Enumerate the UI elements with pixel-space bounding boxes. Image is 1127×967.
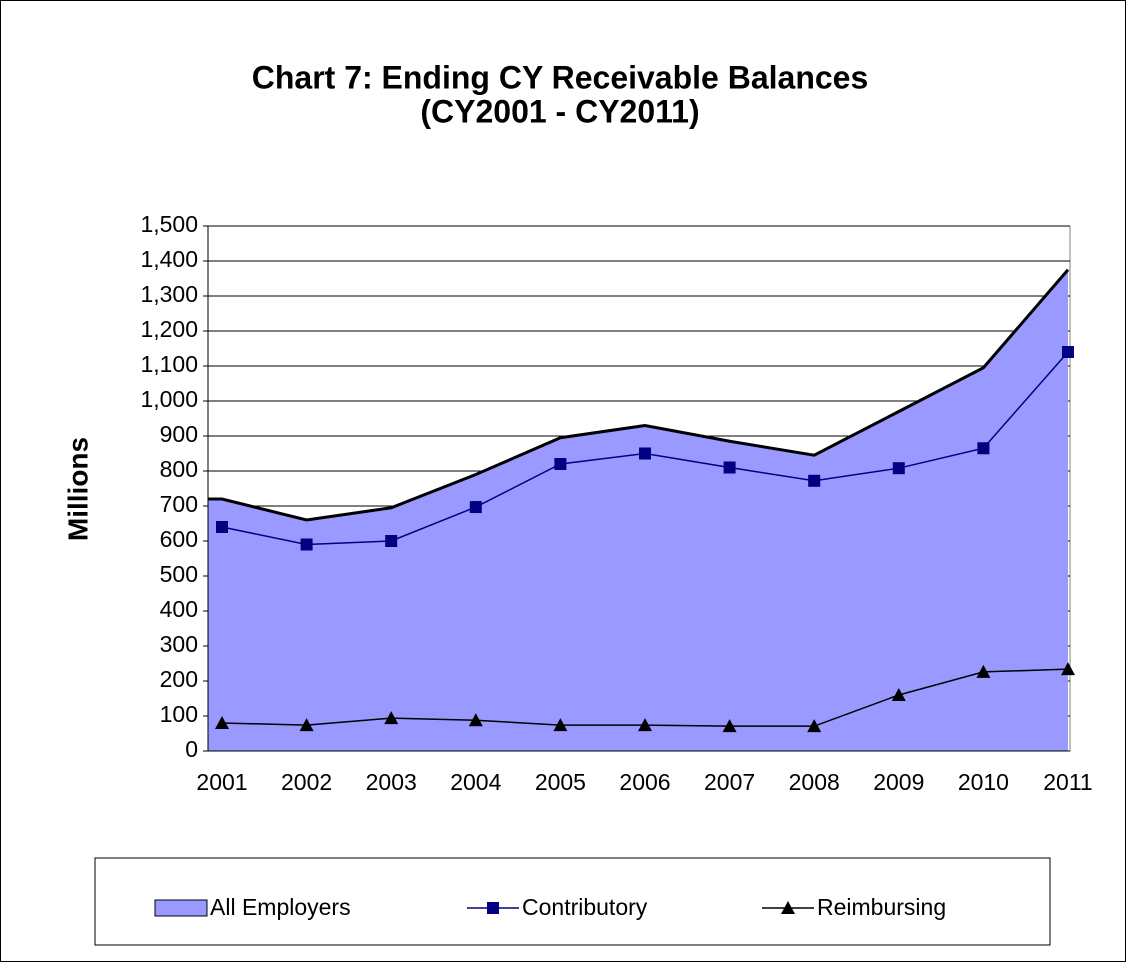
marker [553, 718, 568, 732]
x-tick-label: 2011 [1043, 769, 1092, 795]
chart-title: Chart 7: Ending CY Receivable Balances [252, 59, 869, 95]
marker [977, 442, 990, 455]
marker [385, 535, 398, 547]
legend-label: All Employers [210, 894, 351, 920]
marker [722, 719, 737, 733]
area [208, 269, 1068, 751]
marker [468, 713, 483, 727]
marker [299, 718, 314, 732]
legend-swatch [154, 899, 208, 917]
marker [554, 458, 567, 470]
marker [808, 474, 821, 487]
x-tick-label: 2004 [450, 769, 501, 795]
y-tick-label: 1,000 [140, 386, 198, 412]
marker [891, 688, 906, 701]
y-tick-label: 500 [160, 561, 198, 587]
y-tick-label: 400 [160, 596, 198, 622]
x-tick-label: 2002 [281, 769, 332, 795]
marker [639, 447, 651, 460]
y-tick-label: 1,400 [140, 246, 198, 272]
y-tick-label: 1,200 [140, 316, 198, 342]
y-tick-label: 0 [185, 736, 198, 762]
x-tick-label: 2003 [366, 769, 417, 795]
y-tick-label: 300 [160, 631, 198, 657]
legend-label: Reimbursing [817, 894, 946, 920]
x-tick-label: 2006 [619, 769, 670, 795]
y-tick-label: 800 [160, 456, 198, 482]
marker [807, 719, 822, 733]
y-tick-label: 100 [160, 701, 198, 727]
y-tick-label: 900 [160, 421, 198, 447]
y-tick-label: 600 [160, 526, 198, 552]
marker [892, 462, 905, 475]
area-edge [208, 268, 1070, 522]
y-axis-label: Millions [62, 437, 93, 541]
marker [723, 461, 736, 474]
y-tick-label: 1,100 [140, 351, 198, 377]
x-tick-label: 2008 [789, 769, 840, 795]
legend [94, 857, 1051, 946]
chart-subtitle: (CY2001 - CY2011) [420, 93, 699, 129]
marker [638, 718, 652, 732]
marker [1062, 346, 1074, 358]
marker [1061, 662, 1075, 676]
y-tick-label: 1,300 [140, 281, 198, 307]
y-tick-label: 1,500 [140, 211, 198, 237]
legend-label: Contributory [522, 894, 648, 920]
x-tick-label: 2007 [704, 769, 755, 795]
x-tick-label: 2009 [873, 769, 924, 795]
legend-marker [487, 902, 499, 914]
x-tick-label: 2001 [196, 769, 247, 795]
marker [300, 538, 313, 551]
marker [469, 501, 482, 514]
y-tick-label: 200 [160, 666, 198, 692]
marker [384, 711, 399, 725]
x-tick-label: 2010 [958, 769, 1009, 795]
y-tick-label: 700 [160, 491, 198, 517]
marker [216, 521, 228, 533]
marker [976, 664, 991, 678]
legend-marker [781, 901, 795, 914]
marker [215, 716, 229, 729]
x-tick-label: 2005 [535, 769, 586, 795]
